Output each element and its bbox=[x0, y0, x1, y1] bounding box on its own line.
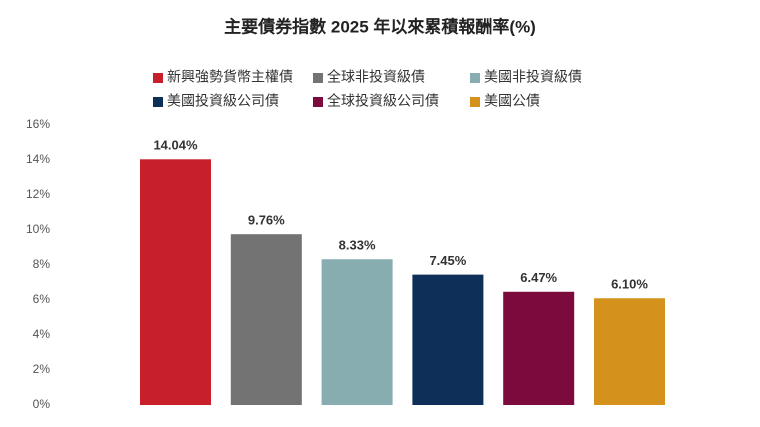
legend-swatch bbox=[153, 73, 163, 83]
value-label: 7.45% bbox=[429, 253, 466, 268]
chart-title: 主要債券指數 2025 年以來累積報酬率(%) bbox=[224, 16, 536, 36]
legend-label: 全球非投資級債 bbox=[327, 69, 425, 85]
legend-swatch bbox=[313, 73, 323, 83]
y-tick-label: 10% bbox=[26, 222, 50, 236]
y-tick-label: 8% bbox=[33, 257, 51, 271]
value-label: 6.47% bbox=[520, 270, 557, 285]
legend-swatch bbox=[153, 97, 163, 107]
y-tick-label: 4% bbox=[33, 327, 51, 341]
bar bbox=[503, 291, 575, 405]
legend-label: 美國投資級公司債 bbox=[167, 93, 279, 109]
y-tick-label: 12% bbox=[26, 187, 50, 201]
value-label: 6.10% bbox=[611, 277, 648, 292]
bar bbox=[230, 234, 302, 405]
bar bbox=[412, 274, 484, 405]
y-tick-label: 6% bbox=[33, 292, 51, 306]
legend-label: 美國公債 bbox=[484, 93, 540, 109]
value-label: 9.76% bbox=[248, 213, 285, 228]
y-tick-label: 2% bbox=[33, 362, 51, 376]
legend-swatch bbox=[470, 97, 480, 107]
legend-swatch bbox=[313, 97, 323, 107]
y-tick-label: 16% bbox=[26, 117, 50, 131]
bar bbox=[321, 259, 393, 405]
bar bbox=[140, 159, 211, 405]
legend-label: 美國非投資級債 bbox=[484, 69, 582, 85]
legend-label: 新興強勢貨幣主權債 bbox=[167, 69, 293, 85]
y-tick-label: 0% bbox=[33, 397, 51, 411]
legend-label: 全球投資級公司債 bbox=[327, 93, 439, 109]
y-tick-label: 14% bbox=[26, 152, 50, 166]
value-label: 8.33% bbox=[339, 238, 376, 253]
bar bbox=[594, 298, 665, 405]
value-label: 14.04% bbox=[153, 138, 198, 153]
legend-swatch bbox=[470, 73, 480, 83]
